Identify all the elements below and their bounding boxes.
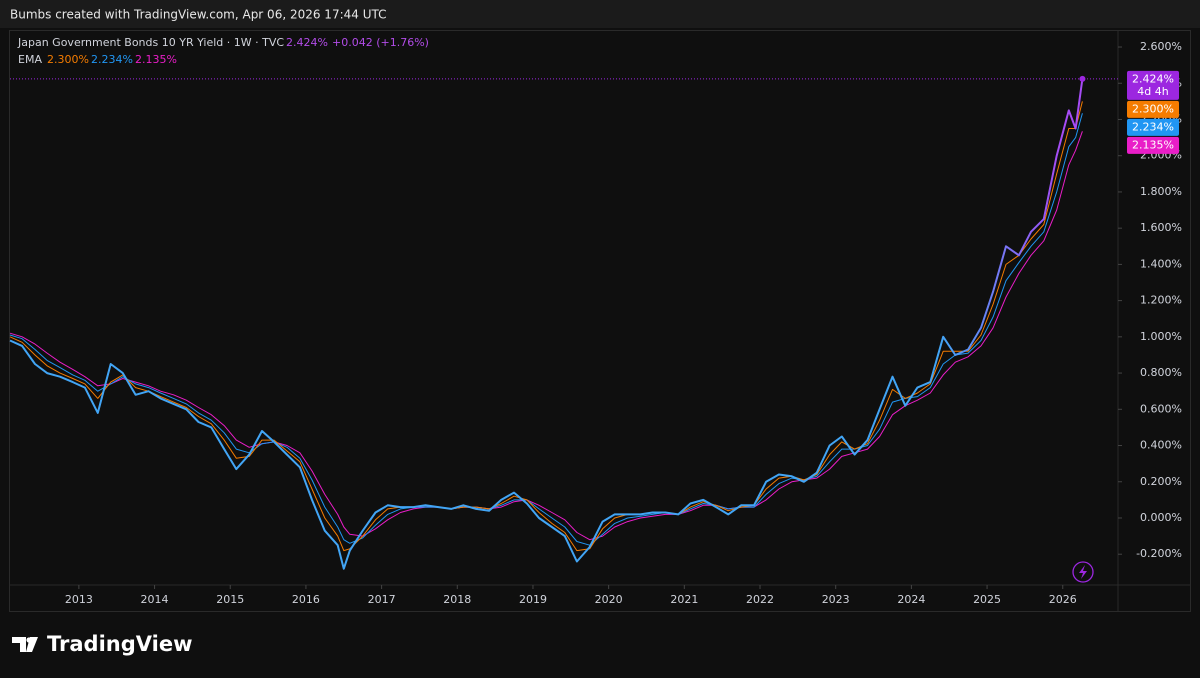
x-tick-label: 2015 [216,593,244,606]
header-text: Bumbs created with TradingView.com, Apr … [10,8,387,22]
brand-name: TradingView [47,632,192,656]
legend-ema-value: 2.300% [47,53,89,66]
y-tick-label: 1.000% [1140,330,1182,343]
x-tick-label: 2025 [973,593,1001,606]
price-label-box [1127,100,1179,118]
y-tick-label: 0.400% [1140,439,1182,452]
y-tick-label: -0.200% [1136,547,1182,560]
legend-value: 2.424% [286,36,328,49]
y-tick-label: 1.400% [1140,257,1182,270]
y-tick-label: 0.800% [1140,366,1182,379]
alert-icon[interactable] [1072,561,1094,583]
ema-line [9,131,1083,541]
alert-bolt [1079,565,1087,579]
y-tick-label: 1.600% [1140,221,1182,234]
price-label: 2.234% [1132,120,1174,133]
footer [0,612,1200,674]
brand-logo-dot [26,637,32,643]
legend-change: +0.042 (+1.76%) [332,36,429,49]
y-tick-label: 0.600% [1140,402,1182,415]
price-label-box [1127,118,1179,136]
y-tick-label: 1.800% [1140,185,1182,198]
x-tick-label: 2017 [368,593,396,606]
price-label-box [1127,136,1179,154]
x-tick-label: 2018 [443,593,471,606]
x-tick-label: 2024 [897,593,925,606]
x-tick-label: 2020 [595,593,623,606]
last-price-dot [1079,75,1086,82]
x-tick-label: 2016 [292,593,320,606]
x-tick-label: 2023 [822,593,850,606]
y-tick-label: 0.200% [1140,475,1182,488]
y-tick-label: 1.200% [1140,294,1182,307]
y-tick-label: 0.000% [1140,511,1182,524]
legend-ema-value: 2.135% [135,53,177,66]
header-bar [0,0,1200,28]
x-tick-label: 2026 [1049,593,1077,606]
x-tick-label: 2013 [65,593,93,606]
legend-ema: EMA [18,53,42,66]
x-tick-label: 2021 [670,593,698,606]
price-label: 2.424% [1132,72,1174,85]
countdown-label: 4d 4h [1137,85,1168,98]
legend-title: Japan Government Bonds 10 YR Yield · 1W … [17,36,284,49]
price-line [9,78,1084,570]
chart-frame [9,30,1191,612]
price-label-box [1127,70,1179,100]
legend-ema-value: 2.234% [91,53,133,66]
price-label: 2.135% [1132,138,1174,151]
x-tick-label: 2014 [141,593,169,606]
x-tick-label: 2019 [519,593,547,606]
y-tick-label: 2.600% [1140,40,1182,53]
brand-logo [12,637,38,652]
x-tick-label: 2022 [746,593,774,606]
price-label: 2.300% [1132,102,1174,115]
